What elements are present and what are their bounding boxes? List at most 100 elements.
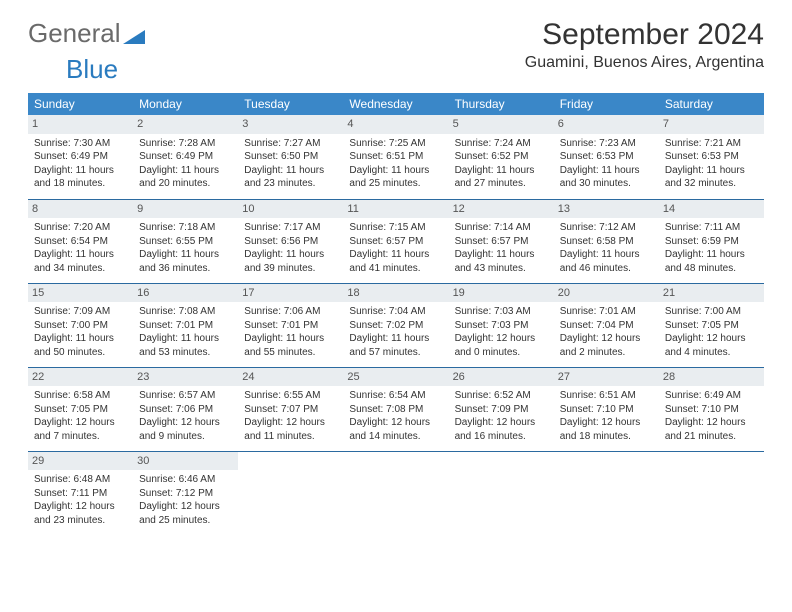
calendar-day-cell: 26Sunrise: 6:52 AMSunset: 7:09 PMDayligh…: [449, 367, 554, 451]
day-number: 12: [449, 200, 554, 219]
calendar-day-cell: 16Sunrise: 7:08 AMSunset: 7:01 PMDayligh…: [133, 283, 238, 367]
day-info: Sunrise: 6:46 AMSunset: 7:12 PMDaylight:…: [139, 473, 232, 527]
day-number: 27: [554, 368, 659, 387]
day-info: Sunrise: 7:25 AMSunset: 6:51 PMDaylight:…: [349, 137, 442, 191]
day-header: Saturday: [659, 93, 764, 115]
calendar-day-cell: 20 Sunrise: 7:01 AMSunset: 7:04 PMDayligh…: [554, 283, 659, 367]
calendar-day-cell: 27 Sunrise: 6:51 AMSunset: 7:10 PMDayligh…: [554, 367, 659, 451]
day-header: Monday: [133, 93, 238, 115]
day-number: 3: [238, 115, 343, 134]
day-number: 1: [28, 115, 133, 134]
day-info: Sunrise: 7:03 AMSunset: 7:03 PMDaylight:…: [455, 305, 548, 359]
day-number: 22: [28, 368, 133, 387]
day-number: 28: [659, 368, 764, 387]
calendar-day-cell: .: [659, 451, 764, 535]
day-info: Sunrise: 7:28 AMSunset: 6:49 PMDaylight:…: [139, 137, 232, 191]
calendar-week-row: 8 Sunrise: 7:20 AMSunset: 6:54 PMDaylight…: [28, 199, 764, 283]
calendar-day-cell: 1Sunrise: 7:30 AMSunset: 6:49 PMDaylight…: [28, 115, 133, 199]
day-number: 10: [238, 200, 343, 219]
day-header: Wednesday: [343, 93, 448, 115]
calendar-day-cell: 25 Sunrise: 6:54 AMSunset: 7:08 PMDayligh…: [343, 367, 448, 451]
calendar-day-cell: 19 Sunrise: 7:03 AMSunset: 7:03 PMDayligh…: [449, 283, 554, 367]
day-info: Sunrise: 7:06 AMSunset: 7:01 PMDaylight:…: [244, 305, 337, 359]
calendar-day-cell: 18 Sunrise: 7:04 AMSunset: 7:02 PMDayligh…: [343, 283, 448, 367]
day-number: 14: [659, 200, 764, 219]
calendar-day-cell: 4 Sunrise: 7:25 AMSunset: 6:51 PMDaylight…: [343, 115, 448, 199]
day-info: Sunrise: 7:14 AMSunset: 6:57 PMDaylight:…: [455, 221, 548, 275]
calendar-day-cell: 3Sunrise: 7:27 AMSunset: 6:50 PMDaylight…: [238, 115, 343, 199]
logo: General: [28, 18, 145, 49]
day-number: 25: [343, 368, 448, 387]
calendar-week-row: 15 Sunrise: 7:09 AMSunset: 7:00 PMDayligh…: [28, 283, 764, 367]
day-info: Sunrise: 7:15 AMSunset: 6:57 PMDaylight:…: [349, 221, 442, 275]
calendar-day-cell: .: [343, 451, 448, 535]
calendar-day-cell: 29Sunrise: 6:48 AMSunset: 7:11 PMDayligh…: [28, 451, 133, 535]
calendar-week-row: 22 Sunrise: 6:58 AMSunset: 7:05 PMDayligh…: [28, 367, 764, 451]
calendar-day-cell: .: [449, 451, 554, 535]
day-info: Sunrise: 6:54 AMSunset: 7:08 PMDaylight:…: [349, 389, 442, 443]
calendar-day-cell: 6Sunrise: 7:23 AMSunset: 6:53 PMDaylight…: [554, 115, 659, 199]
day-info: Sunrise: 7:17 AMSunset: 6:56 PMDaylight:…: [244, 221, 337, 275]
calendar-header-row: SundayMondayTuesdayWednesdayThursdayFrid…: [28, 93, 764, 115]
day-number: 24: [238, 368, 343, 387]
calendar-day-cell: 30Sunrise: 6:46 AMSunset: 7:12 PMDayligh…: [133, 451, 238, 535]
day-number: 4: [343, 115, 448, 134]
day-number: 21: [659, 284, 764, 303]
calendar-day-cell: 21 Sunrise: 7:00 AMSunset: 7:05 PMDayligh…: [659, 283, 764, 367]
day-number: 15: [28, 284, 133, 303]
calendar-day-cell: 13Sunrise: 7:12 AMSunset: 6:58 PMDayligh…: [554, 199, 659, 283]
day-info: Sunrise: 7:24 AMSunset: 6:52 PMDaylight:…: [455, 137, 548, 191]
day-info: Sunrise: 7:11 AMSunset: 6:59 PMDaylight:…: [665, 221, 758, 275]
day-info: Sunrise: 7:00 AMSunset: 7:05 PMDaylight:…: [665, 305, 758, 359]
day-number: 19: [449, 284, 554, 303]
day-info: Sunrise: 7:18 AMSunset: 6:55 PMDaylight:…: [139, 221, 232, 275]
title-block: September 2024 Guamini, Buenos Aires, Ar…: [525, 18, 764, 72]
day-number: 11: [343, 200, 448, 219]
logo-text-general: General: [28, 18, 121, 49]
location: Guamini, Buenos Aires, Argentina: [525, 54, 764, 72]
day-info: Sunrise: 7:04 AMSunset: 7:02 PMDaylight:…: [349, 305, 442, 359]
day-info: Sunrise: 7:01 AMSunset: 7:04 PMDaylight:…: [560, 305, 653, 359]
logo-triangle-icon: [121, 18, 145, 49]
day-number: 26: [449, 368, 554, 387]
day-number: 9: [133, 200, 238, 219]
day-info: Sunrise: 7:20 AMSunset: 6:54 PMDaylight:…: [34, 221, 127, 275]
day-number: 8: [28, 200, 133, 219]
calendar-week-row: 29Sunrise: 6:48 AMSunset: 7:11 PMDayligh…: [28, 451, 764, 535]
calendar-day-cell: 23 Sunrise: 6:57 AMSunset: 7:06 PMDayligh…: [133, 367, 238, 451]
calendar-day-cell: .: [554, 451, 659, 535]
logo-text-blue: Blue: [66, 54, 118, 84]
calendar-day-cell: 9 Sunrise: 7:18 AMSunset: 6:55 PMDaylight…: [133, 199, 238, 283]
day-number: 18: [343, 284, 448, 303]
calendar-table: SundayMondayTuesdayWednesdayThursdayFrid…: [28, 93, 764, 535]
calendar-day-cell: 24 Sunrise: 6:55 AMSunset: 7:07 PMDayligh…: [238, 367, 343, 451]
month-title: September 2024: [525, 18, 764, 52]
calendar-day-cell: 22 Sunrise: 6:58 AMSunset: 7:05 PMDayligh…: [28, 367, 133, 451]
day-info: Sunrise: 6:58 AMSunset: 7:05 PMDaylight:…: [34, 389, 127, 443]
day-info: Sunrise: 6:57 AMSunset: 7:06 PMDaylight:…: [139, 389, 232, 443]
calendar-body: 1Sunrise: 7:30 AMSunset: 6:49 PMDaylight…: [28, 115, 764, 535]
day-number: 20: [554, 284, 659, 303]
day-number: 5: [449, 115, 554, 134]
day-number: 2: [133, 115, 238, 134]
day-info: Sunrise: 6:51 AMSunset: 7:10 PMDaylight:…: [560, 389, 653, 443]
calendar-day-cell: 17 Sunrise: 7:06 AMSunset: 7:01 PMDayligh…: [238, 283, 343, 367]
calendar-day-cell: 2 Sunrise: 7:28 AMSunset: 6:49 PMDaylight…: [133, 115, 238, 199]
day-info: Sunrise: 7:12 AMSunset: 6:58 PMDaylight:…: [560, 221, 653, 275]
day-number: 17: [238, 284, 343, 303]
day-info: Sunrise: 7:09 AMSunset: 7:00 PMDaylight:…: [34, 305, 127, 359]
day-info: Sunrise: 6:55 AMSunset: 7:07 PMDaylight:…: [244, 389, 337, 443]
day-header: Sunday: [28, 93, 133, 115]
calendar-day-cell: 12 Sunrise: 7:14 AMSunset: 6:57 PMDayligh…: [449, 199, 554, 283]
day-number: 6: [554, 115, 659, 134]
calendar-day-cell: 15 Sunrise: 7:09 AMSunset: 7:00 PMDayligh…: [28, 283, 133, 367]
calendar-day-cell: 8 Sunrise: 7:20 AMSunset: 6:54 PMDaylight…: [28, 199, 133, 283]
calendar-day-cell: 10 Sunrise: 7:17 AMSunset: 6:56 PMDayligh…: [238, 199, 343, 283]
calendar-day-cell: 7Sunrise: 7:21 AMSunset: 6:53 PMDaylight…: [659, 115, 764, 199]
day-number: 23: [133, 368, 238, 387]
day-info: Sunrise: 6:49 AMSunset: 7:10 PMDaylight:…: [665, 389, 758, 443]
calendar-day-cell: 11 Sunrise: 7:15 AMSunset: 6:57 PMDayligh…: [343, 199, 448, 283]
day-info: Sunrise: 7:08 AMSunset: 7:01 PMDaylight:…: [139, 305, 232, 359]
day-header: Tuesday: [238, 93, 343, 115]
calendar-day-cell: 28 Sunrise: 6:49 AMSunset: 7:10 PMDayligh…: [659, 367, 764, 451]
